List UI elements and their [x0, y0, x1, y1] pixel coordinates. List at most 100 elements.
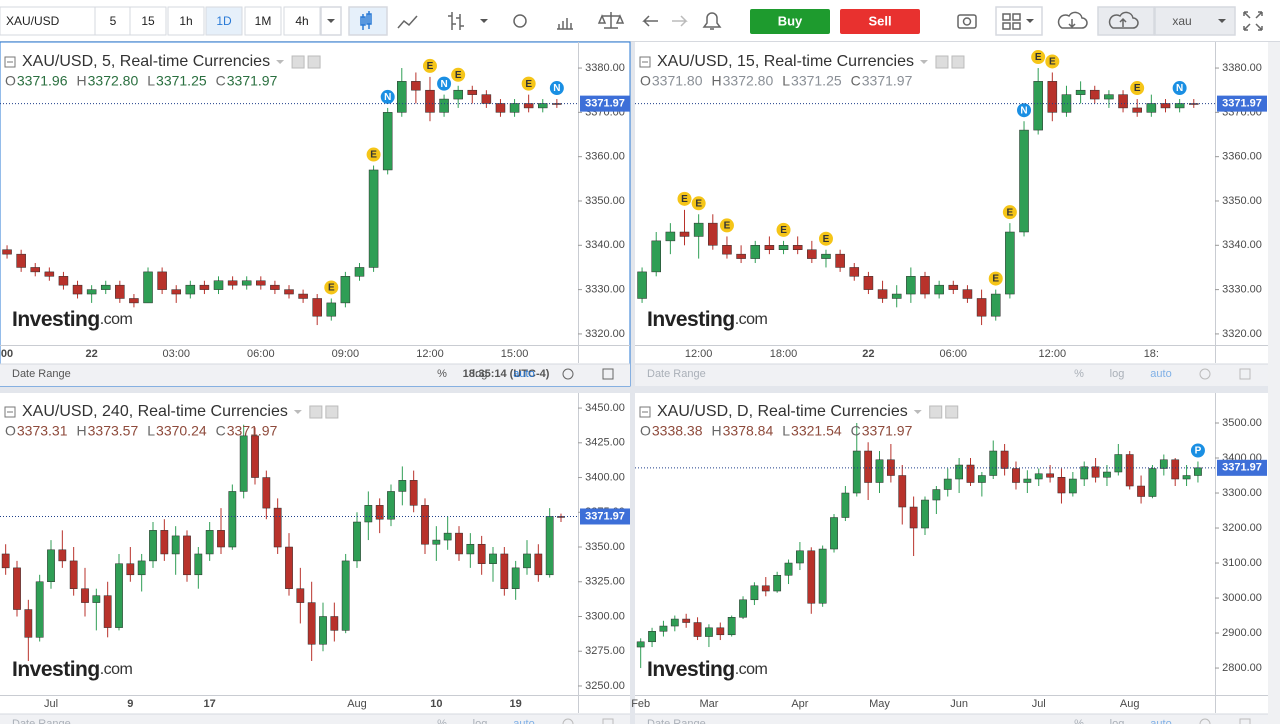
footer-fullscreen[interactable]: [602, 718, 614, 724]
camera-icon[interactable]: [957, 14, 977, 29]
y-tick-label: 3000.00: [1222, 592, 1262, 604]
event-marker[interactable]: [987, 270, 1004, 287]
event-marker[interactable]: [365, 146, 382, 163]
line-icon[interactable]: [397, 15, 418, 29]
candles-button[interactable]: [348, 6, 388, 36]
log-toggle[interactable]: log: [1110, 718, 1125, 724]
event-marker[interactable]: [548, 80, 565, 97]
event-marker[interactable]: [1044, 53, 1061, 70]
visibility-icon[interactable]: [929, 405, 943, 419]
auto-toggle[interactable]: auto: [1150, 368, 1171, 380]
bars-icon[interactable]: [448, 12, 464, 30]
y-tick-label: 2900.00: [1222, 627, 1262, 639]
caret[interactable]: [480, 19, 488, 23]
interval-label: 5: [110, 14, 117, 28]
percent-toggle[interactable]: %: [1074, 368, 1084, 380]
candle-body: [875, 459, 884, 483]
footer-fullscreen[interactable]: [1239, 368, 1251, 380]
interval-button[interactable]: [205, 6, 243, 36]
undo-icon[interactable]: [642, 15, 658, 27]
event-marker[interactable]: [421, 57, 438, 74]
footer-fullscreen[interactable]: [602, 368, 614, 380]
x-tick-label: 12:00: [416, 348, 444, 360]
footer-settings[interactable]: [562, 368, 574, 380]
candle-body: [241, 280, 252, 286]
candle-body: [1047, 81, 1058, 113]
interval-button[interactable]: [167, 6, 205, 36]
redo-icon[interactable]: [672, 15, 688, 27]
date-range[interactable]: Date Range: [647, 718, 706, 724]
percent-toggle[interactable]: %: [1074, 718, 1084, 724]
visibility-icon[interactable]: [291, 55, 305, 69]
log-toggle[interactable]: log: [473, 368, 488, 380]
title-caret[interactable]: [276, 60, 285, 64]
event-marker[interactable]: [1016, 102, 1033, 119]
event-marker[interactable]: [718, 217, 735, 234]
x-tick-label: Mar: [699, 698, 718, 710]
auto-toggle[interactable]: auto: [1150, 718, 1171, 724]
interval-button[interactable]: [283, 6, 321, 36]
fullscreen-icon[interactable]: [1243, 11, 1263, 31]
date-range[interactable]: Date Range: [12, 718, 71, 724]
candle-body: [651, 240, 661, 273]
footer-settings[interactable]: [1199, 368, 1211, 380]
sell-button[interactable]: [840, 9, 920, 34]
candle-body: [509, 103, 520, 113]
visibility-icon[interactable]: [935, 55, 949, 69]
date-range[interactable]: Date Range: [12, 368, 71, 380]
event-marker[interactable]: [520, 75, 537, 92]
candle-body: [736, 253, 746, 259]
interval-button[interactable]: [244, 6, 282, 36]
interval-dropdown[interactable]: [320, 6, 342, 36]
candle-body: [397, 81, 407, 113]
cloud-load-icon[interactable]: [1057, 11, 1088, 29]
y-tick-label: 3100.00: [1222, 557, 1262, 569]
alert-icon[interactable]: [702, 12, 722, 30]
percent-toggle[interactable]: %: [437, 368, 447, 380]
candle-body: [354, 267, 365, 277]
layout-button[interactable]: [995, 6, 1043, 36]
settings-icon[interactable]: [945, 405, 959, 419]
indicators-icon[interactable]: [557, 18, 573, 30]
percent-toggle[interactable]: %: [437, 718, 447, 724]
event-marker[interactable]: [775, 221, 792, 238]
event-marker[interactable]: [1171, 80, 1188, 97]
watermark-brand: Investing: [647, 308, 735, 331]
event-marker[interactable]: [450, 66, 467, 83]
log-toggle[interactable]: log: [473, 718, 488, 724]
settings-icon[interactable]: [307, 55, 321, 69]
event-marker[interactable]: [323, 279, 340, 296]
scrollbar[interactable]: [1268, 42, 1280, 724]
title-caret[interactable]: [913, 410, 922, 414]
settings-icon[interactable]: [325, 405, 339, 419]
event-marker[interactable]: [379, 88, 396, 105]
settings-icon[interactable]: [951, 55, 965, 69]
log-toggle[interactable]: log: [1110, 368, 1125, 380]
auto-toggle[interactable]: auto: [513, 368, 534, 380]
candle-body: [955, 464, 964, 480]
buy-button[interactable]: [750, 9, 830, 34]
auto-toggle[interactable]: auto: [513, 718, 534, 724]
candle-body: [989, 450, 998, 476]
footer-bar: [0, 364, 630, 386]
candles: [637, 68, 1199, 326]
last-price-box: [580, 508, 630, 525]
event-marker[interactable]: [690, 195, 707, 212]
event-marker[interactable]: [436, 75, 453, 92]
date-range[interactable]: Date Range: [647, 368, 706, 380]
compare-icon[interactable]: [597, 12, 625, 29]
watermark-brand: Investing: [647, 658, 735, 681]
title-caret[interactable]: [293, 410, 302, 414]
title-caret[interactable]: [919, 60, 928, 64]
event-marker[interactable]: [1129, 80, 1146, 97]
interval-button[interactable]: [129, 6, 167, 36]
event-marker[interactable]: [1001, 204, 1018, 221]
event-marker[interactable]: [817, 230, 834, 247]
y-tick-label: 3320.00: [1222, 328, 1262, 340]
event-marker[interactable]: [1189, 442, 1206, 459]
footer-settings[interactable]: [562, 718, 574, 724]
settings-icon[interactable]: [513, 14, 527, 28]
visibility-icon[interactable]: [309, 405, 323, 419]
footer-settings[interactable]: [1199, 718, 1211, 724]
footer-fullscreen[interactable]: [1239, 718, 1251, 724]
